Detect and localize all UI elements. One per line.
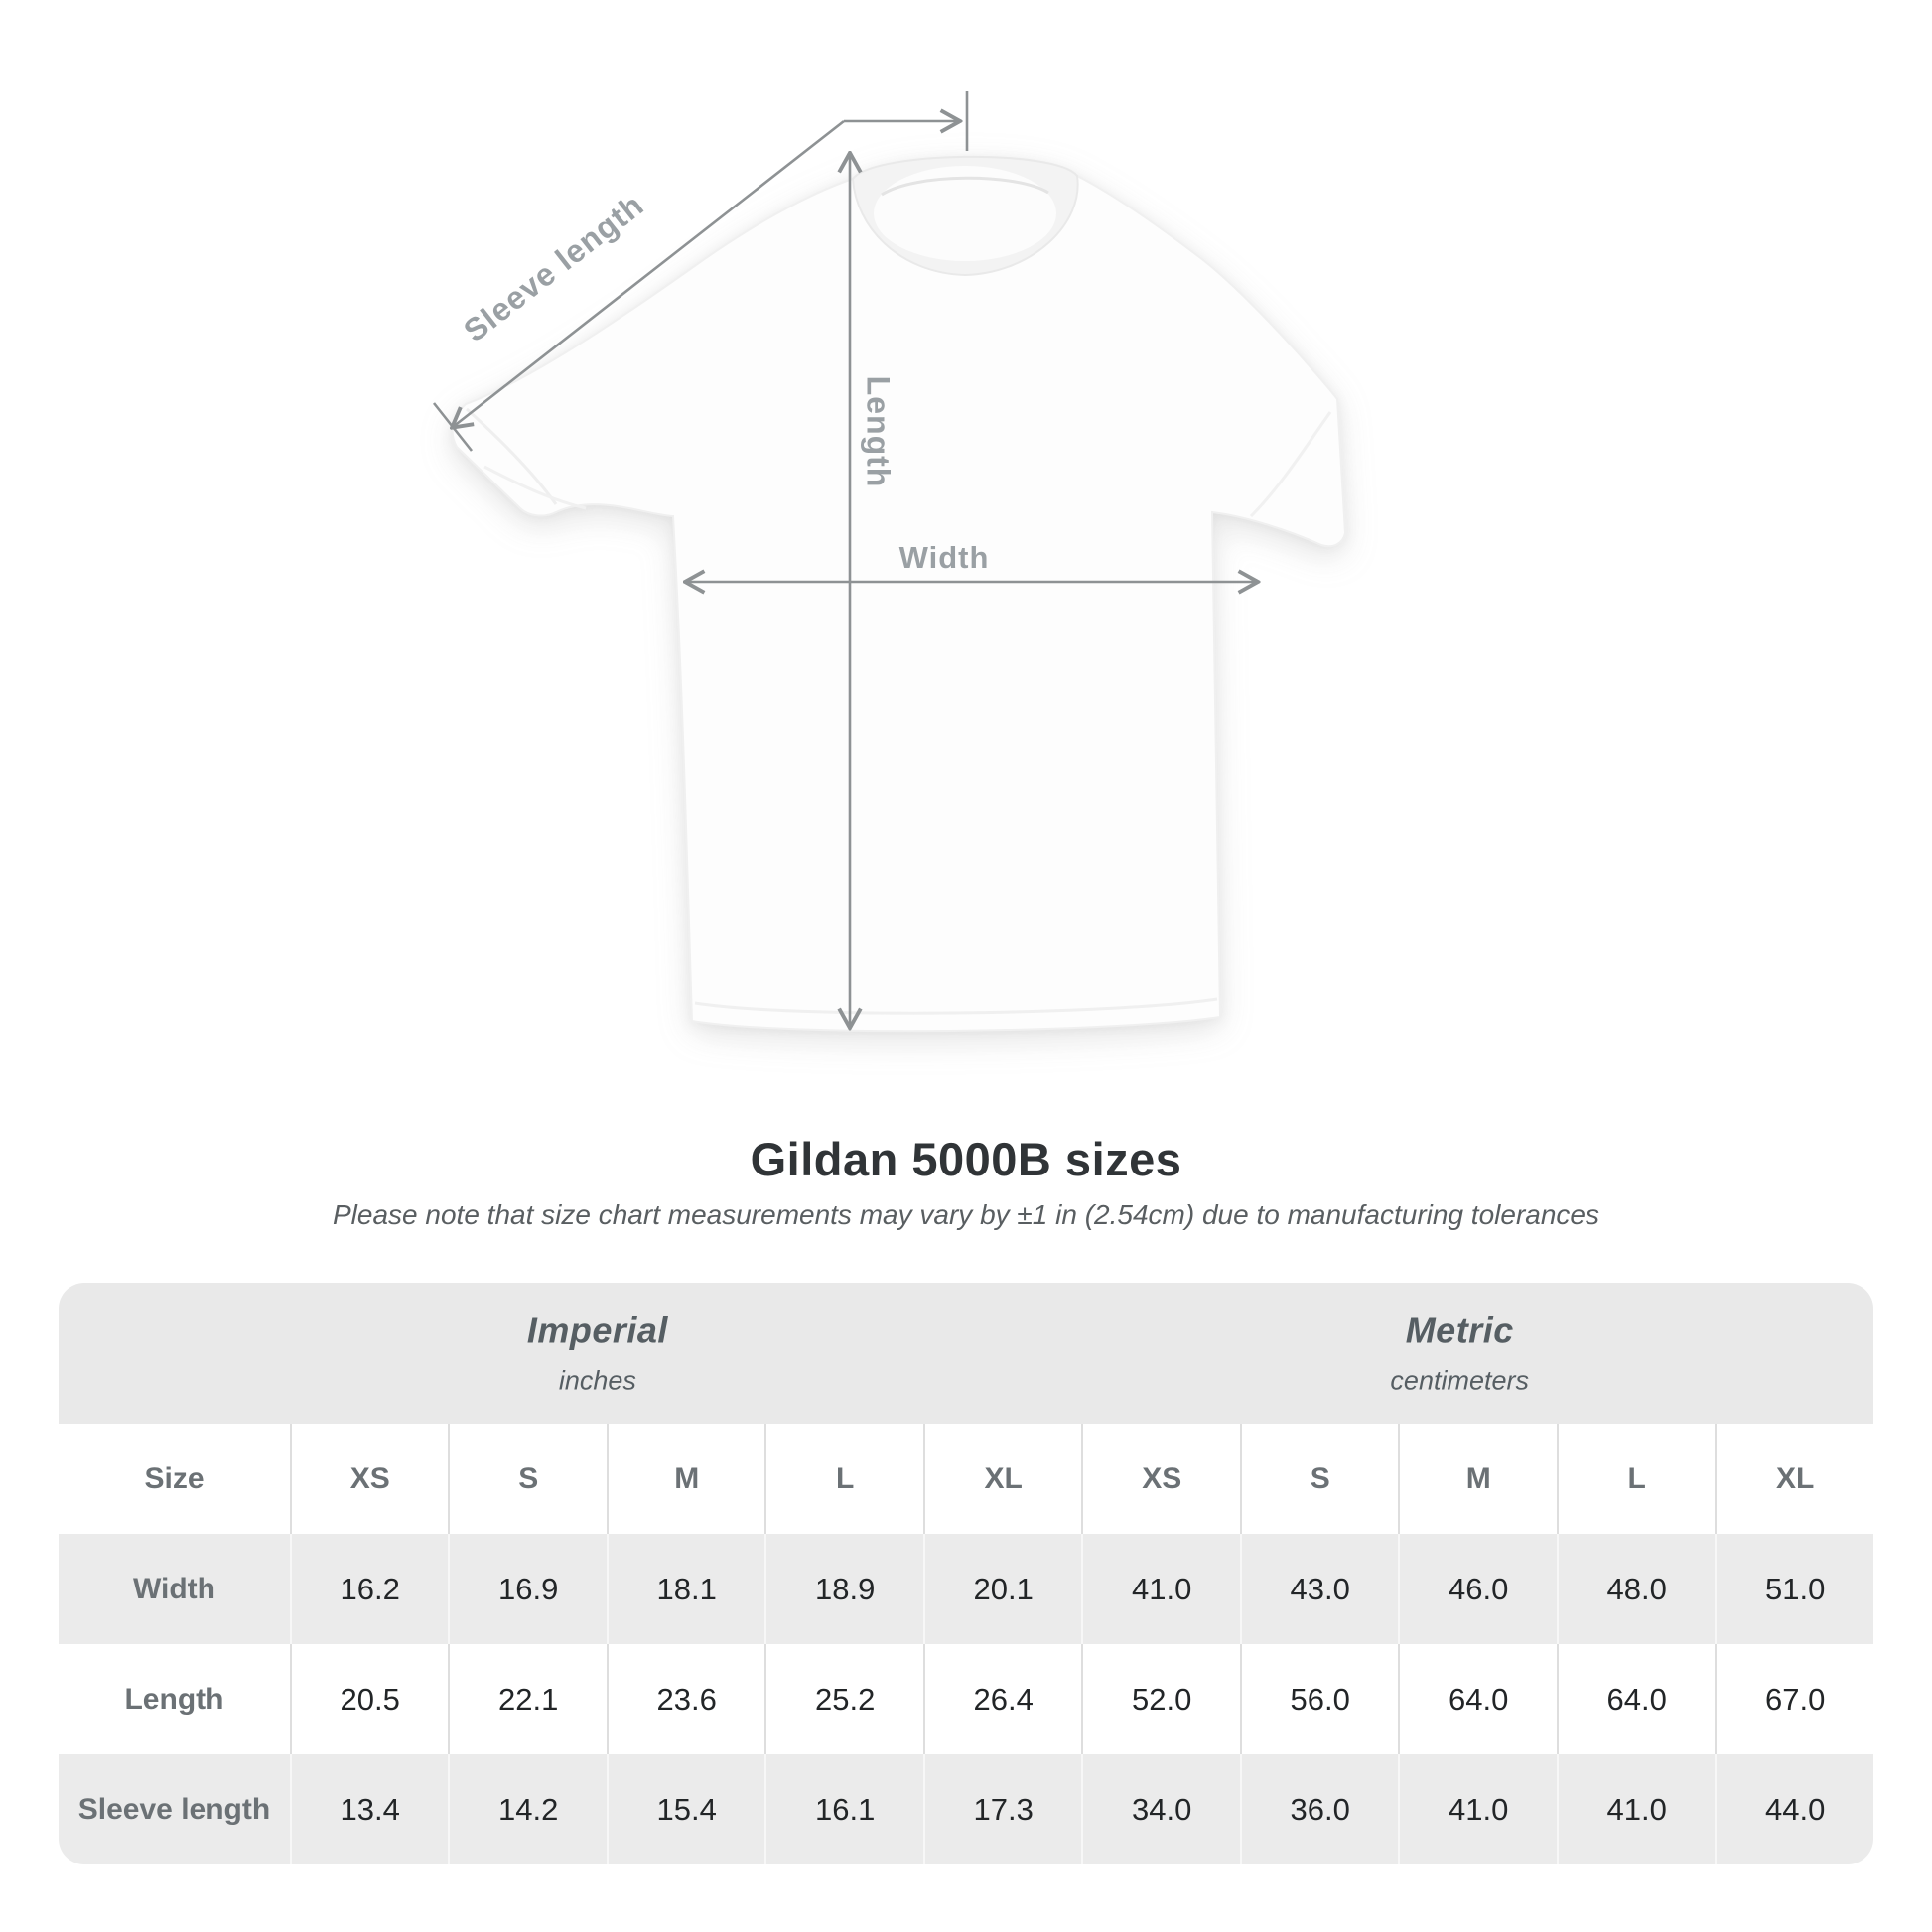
unit-group-imperial: Imperial inches <box>527 1311 668 1397</box>
imperial-label: Imperial <box>526 1310 668 1351</box>
unit-group-metric: Metric centimeters <box>1390 1311 1529 1397</box>
size-header-imperial-xl: XL <box>922 1424 1082 1534</box>
length-metric-xl: 67.0 <box>1715 1644 1873 1754</box>
width-imperial-s: 16.9 <box>448 1534 607 1644</box>
length-label: Length <box>860 375 897 488</box>
size-table: Imperial inches Metric centimeters Size … <box>59 1283 1873 1864</box>
length-metric-s: 56.0 <box>1239 1644 1399 1754</box>
sleeve-imperial-m: 15.4 <box>606 1754 765 1864</box>
sleeve-metric-m: 41.0 <box>1398 1754 1557 1864</box>
sleeve-metric-xs: 34.0 <box>1081 1754 1240 1864</box>
table-row-width: Width 16.2 16.9 18.1 18.9 20.1 41.0 43.0… <box>59 1534 1873 1644</box>
sleeve-imperial-xs: 13.4 <box>289 1754 449 1864</box>
length-imperial-xs: 20.5 <box>289 1644 449 1754</box>
metric-unit-label: centimeters <box>1390 1365 1529 1396</box>
size-header-metric-xl: XL <box>1715 1424 1873 1534</box>
width-metric-s: 43.0 <box>1239 1534 1399 1644</box>
row-label: Sleeve length <box>77 1792 271 1826</box>
width-metric-m: 46.0 <box>1398 1534 1557 1644</box>
tshirt-diagram: Sleeve length Length Width <box>432 91 1347 1033</box>
length-imperial-s: 22.1 <box>448 1644 607 1754</box>
length-imperial-xl: 26.4 <box>922 1644 1082 1754</box>
sleeve-length-arrow <box>453 119 845 427</box>
page-subtitle: Please note that size chart measurements… <box>333 1199 1599 1230</box>
sleeve-imperial-s: 14.2 <box>448 1754 607 1864</box>
size-header-metric-s: S <box>1239 1424 1399 1534</box>
width-imperial-l: 18.9 <box>764 1534 923 1644</box>
size-header-row: Size XS S M L XL XS S M L XL <box>59 1424 1873 1534</box>
unit-header-band: Imperial inches Metric centimeters <box>59 1283 1873 1424</box>
row-label: Length <box>124 1682 224 1716</box>
length-metric-m: 64.0 <box>1398 1644 1557 1754</box>
width-metric-l: 48.0 <box>1556 1534 1716 1644</box>
length-imperial-m: 23.6 <box>606 1644 765 1754</box>
tshirt-collar <box>851 155 1079 277</box>
size-header-imperial-s: S <box>448 1424 607 1534</box>
width-metric-xl: 51.0 <box>1715 1534 1873 1644</box>
width-imperial-xs: 16.2 <box>289 1534 449 1644</box>
tshirt-body <box>451 155 1347 1033</box>
table-row-length: Length 20.5 22.1 23.6 25.2 26.4 52.0 56.… <box>59 1644 1873 1754</box>
tshirt-graphic <box>432 91 1347 1033</box>
size-header-imperial-l: L <box>764 1424 923 1534</box>
sleeve-imperial-l: 16.1 <box>764 1754 923 1864</box>
width-label: Width <box>898 540 990 575</box>
sleeve-metric-s: 36.0 <box>1239 1754 1399 1864</box>
width-imperial-m: 18.1 <box>606 1534 765 1644</box>
sleeve-imperial-xl: 17.3 <box>922 1754 1082 1864</box>
table-row-sleeve-length: Sleeve length 13.4 14.2 15.4 16.1 17.3 3… <box>59 1754 1873 1864</box>
size-header-imperial-m: M <box>606 1424 765 1534</box>
metric-label: Metric <box>1405 1310 1514 1351</box>
size-header-imperial-xs: XS <box>289 1424 449 1534</box>
width-imperial-xl: 20.1 <box>922 1534 1082 1644</box>
size-header-metric-l: L <box>1556 1424 1716 1534</box>
size-header-metric-m: M <box>1398 1424 1557 1534</box>
size-header-metric-xs: XS <box>1081 1424 1240 1534</box>
length-metric-l: 64.0 <box>1556 1644 1716 1754</box>
size-column-header: Size <box>144 1461 205 1495</box>
length-imperial-l: 25.2 <box>764 1644 923 1754</box>
sleeve-metric-l: 41.0 <box>1556 1754 1716 1864</box>
page-title: Gildan 5000B sizes <box>750 1133 1182 1185</box>
imperial-unit-label: inches <box>558 1365 636 1396</box>
row-label: Width <box>132 1572 215 1605</box>
width-metric-xs: 41.0 <box>1081 1534 1240 1644</box>
length-metric-xs: 52.0 <box>1081 1644 1240 1754</box>
sleeve-metric-xl: 44.0 <box>1715 1754 1873 1864</box>
dimension-lines <box>432 91 1257 1027</box>
